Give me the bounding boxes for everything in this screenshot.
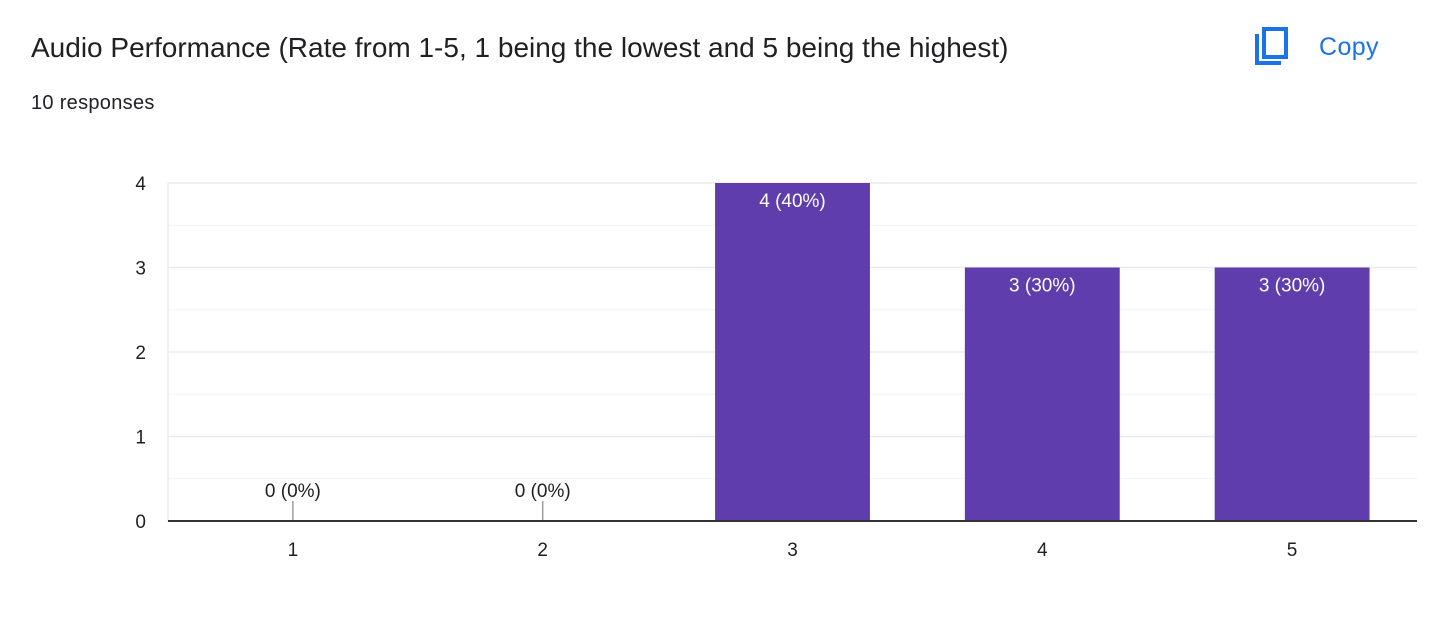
copy-button[interactable]: Copy xyxy=(1252,22,1402,72)
x-tick-label: 1 xyxy=(288,540,299,561)
response-count: 10 responses xyxy=(31,92,155,114)
copy-label: Copy xyxy=(1319,32,1379,61)
x-tick-label: 4 xyxy=(1037,540,1048,561)
bars xyxy=(292,183,1370,521)
bar xyxy=(964,267,1120,521)
y-tick-label: 3 xyxy=(135,259,146,280)
data-label: 3 (30%) xyxy=(1259,276,1326,297)
bar xyxy=(715,183,870,521)
x-tick-label: 3 xyxy=(787,540,798,561)
data-label: 3 (30%) xyxy=(1009,276,1076,297)
y-tick-label: 0 xyxy=(135,512,146,533)
y-tick-label: 1 xyxy=(135,428,146,449)
copy-icon xyxy=(1252,22,1292,72)
data-label: 0 (0%) xyxy=(265,481,321,502)
chart-title: Audio Performance (Rate from 1-5, 1 bein… xyxy=(31,32,1009,63)
data-label: 0 (0%) xyxy=(515,481,571,502)
x-tick-label: 2 xyxy=(537,540,548,561)
y-tick-label: 2 xyxy=(135,343,146,364)
y-tick-label: 4 xyxy=(135,174,146,195)
data-label: 4 (40%) xyxy=(759,191,826,212)
labels: 0 1 2 3 4 0 (0%) 1 0 (0%) 2 4 (40%) 3 3 (30%) 4 3 (30… xyxy=(135,174,1325,561)
x-tick-label: 5 xyxy=(1287,540,1298,561)
bar xyxy=(1214,267,1370,521)
